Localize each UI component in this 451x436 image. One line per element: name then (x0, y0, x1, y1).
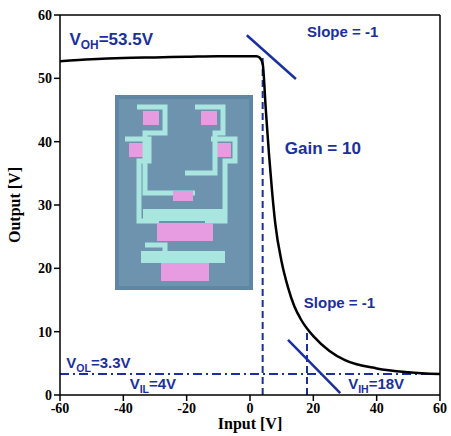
svg-text:0: 0 (45, 388, 52, 403)
svg-text:50: 50 (38, 71, 52, 86)
svg-text:-40: -40 (114, 401, 133, 416)
svg-text:VIH=18V: VIH=18V (348, 375, 404, 395)
svg-text:-20: -20 (177, 401, 196, 416)
svg-text:0: 0 (247, 401, 254, 416)
svg-text:Slope = -1: Slope = -1 (304, 294, 375, 311)
svg-text:-60: -60 (51, 401, 70, 416)
svg-text:40: 40 (38, 135, 52, 150)
svg-text:Slope = -1: Slope = -1 (307, 23, 378, 40)
svg-text:VOL=3.3V: VOL=3.3V (66, 354, 130, 374)
svg-text:Output [V]: Output [V] (6, 167, 24, 243)
svg-text:20: 20 (38, 261, 52, 276)
svg-text:VIL=4V: VIL=4V (130, 375, 176, 395)
svg-text:VOH=53.5V: VOH=53.5V (70, 30, 154, 52)
svg-text:10: 10 (38, 325, 52, 340)
svg-text:30: 30 (38, 198, 52, 213)
svg-text:Gain = 10: Gain = 10 (285, 139, 361, 158)
svg-text:Input [V]: Input [V] (218, 415, 282, 433)
svg-text:20: 20 (306, 401, 320, 416)
svg-text:40: 40 (370, 401, 384, 416)
svg-text:60: 60 (433, 401, 447, 416)
svg-text:60: 60 (38, 8, 52, 23)
